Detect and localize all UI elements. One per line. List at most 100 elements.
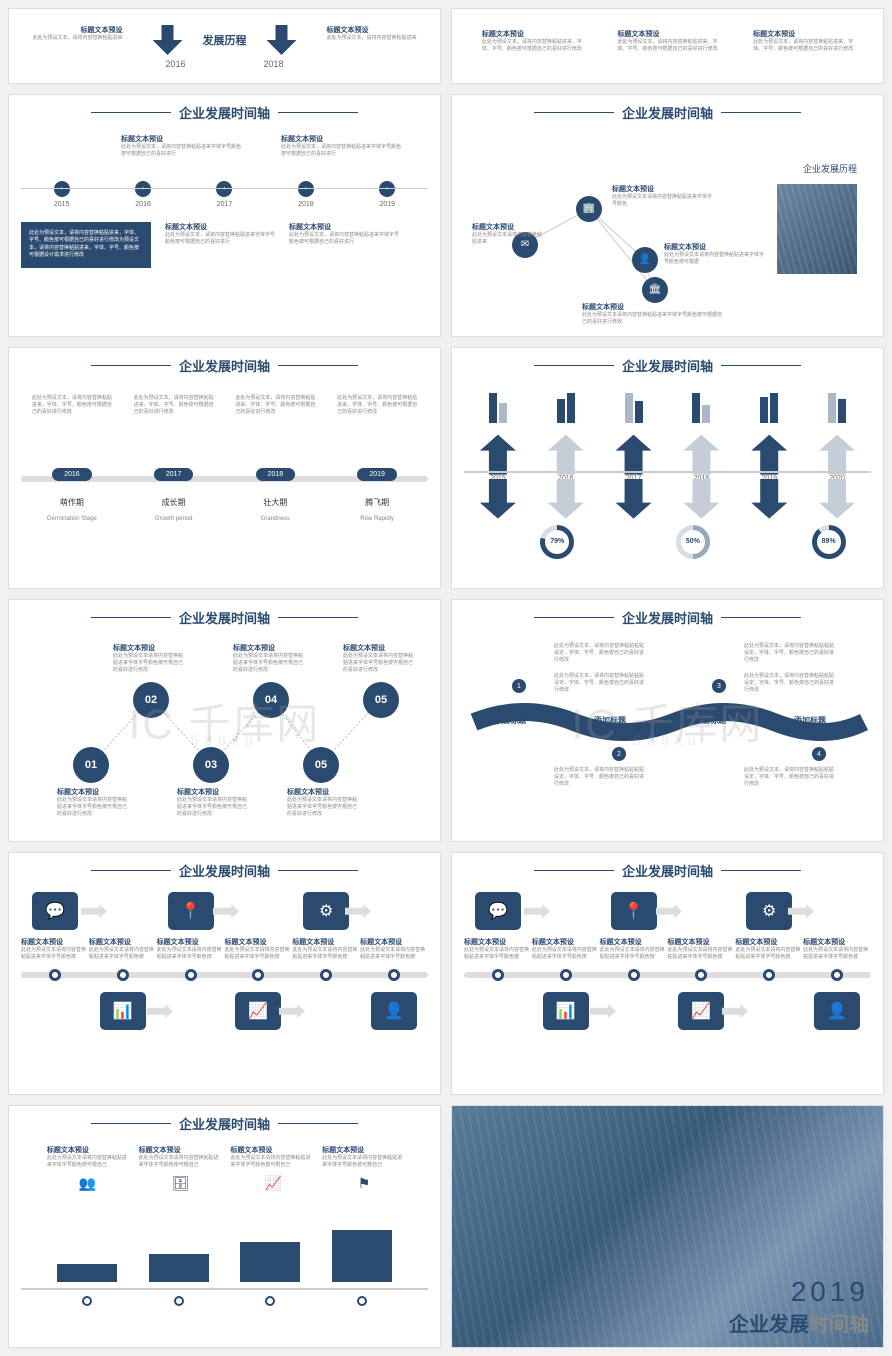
- chart-icon: 📈: [265, 1175, 282, 1192]
- d: 此处为预设文本请将内容替换粘贴进来字体字号颜色按可根自己的喜好进行修改: [233, 653, 303, 674]
- cn: 腾飞期: [365, 497, 389, 508]
- slide-7: 企业发展时间轴 01 02 03 04 05 05 标题文本预设此处为预设文本请…: [8, 599, 441, 842]
- timeline-dot: [492, 969, 504, 981]
- timeline-dot: [831, 969, 843, 981]
- step-icon: 📊: [543, 992, 589, 1030]
- s5-d: 此处为预设文本，请将内容替换粘贴进来，字体、字号、颜色按可根据自己的喜好进行修改: [235, 395, 315, 416]
- timeline-dot: [320, 969, 332, 981]
- d: 此处为预设文本，请将内容替换粘贴粘贴设定，字体、字号、颜色按自己的喜好进行修改: [744, 643, 834, 664]
- s1-center: 发展历程: [203, 32, 247, 48]
- s2-l1: 标题文本预设: [482, 29, 582, 39]
- s4-caption: 企业发展历程: [803, 162, 857, 175]
- s3-t1: 标题文本预设: [121, 134, 241, 144]
- slide-9: 企业发展时间轴 💬 标题文本预设此处为预设文本请将内容替换粘贴进来字体字号颜色按…: [8, 852, 441, 1095]
- d: 此处为预设文本请将内容替换粘贴进来字体字号颜色按可根自己: [230, 1155, 310, 1169]
- arrow-down-icon: [267, 25, 297, 55]
- donut-50: 50%: [676, 525, 710, 559]
- num: 1: [512, 679, 526, 693]
- s4-t2: 标题文本预设: [612, 184, 712, 194]
- s1-y2: 2018: [264, 59, 284, 69]
- step-icon: 💬: [475, 892, 521, 930]
- wl: 添加标题: [494, 715, 526, 726]
- t: 标题文本预设: [230, 1145, 310, 1155]
- d: 此处为预设文本请将内容替换粘贴进来字体字号颜色按可根自己: [322, 1155, 402, 1169]
- s2-d1: 此处为预设文本，请将内容替换粘贴进来，字体、字号、颜色按可根据自己的喜好进行修改: [482, 39, 582, 53]
- t: 标题文本预设: [177, 787, 247, 797]
- s12-t2: 时间轴: [809, 1314, 869, 1336]
- slide-5: 企业发展时间轴 此处为预设文本，请将内容替换粘贴进来，字体、字号、颜色按可根据自…: [8, 347, 441, 590]
- d: 此处为预设文本请将内容替换粘贴进来字体字号颜色按可根自己的喜好进行修改: [287, 797, 357, 818]
- s1-left-label: 标题文本预设: [33, 25, 123, 35]
- d: 此处为预设文本请将内容替换粘贴进来字体字号颜色按可根自己的喜好进行修改: [177, 797, 247, 818]
- s1-right-desc: 此处为预设文本，请将内容替换粘贴进来: [327, 35, 417, 42]
- s3-t2: 标题文本预设: [281, 134, 401, 144]
- step-icon: 📊: [100, 992, 146, 1030]
- num: 3: [712, 679, 726, 693]
- building-image: [777, 184, 857, 274]
- s2-d2: 此处为预设文本，请将内容替换粘贴进来，字体、字号、颜色按可根据自己的喜好进行修改: [617, 39, 717, 53]
- timeline-dot: [763, 969, 775, 981]
- s3-t4: 标题文本预设: [289, 222, 399, 232]
- y: 2015: [54, 201, 70, 208]
- s3-d3: 此处为预设文本，请将内容替换粘贴进来字体字号颜色按可根据自己的喜好进行: [165, 232, 275, 246]
- t: 标题文本预设: [322, 1145, 402, 1155]
- watermark-sub: 588ku: [190, 732, 258, 748]
- t: 标题文本预设: [233, 643, 303, 653]
- step-icon: 📍: [168, 892, 214, 930]
- s3-t3: 标题文本预设: [165, 222, 275, 232]
- cn: 萌作期: [60, 497, 84, 508]
- cn: 壮大期: [263, 497, 287, 508]
- s12-t1: 企业发展: [729, 1314, 809, 1336]
- slide-12: 2019 企业发展时间轴: [451, 1105, 884, 1348]
- pill: 2017: [154, 468, 194, 481]
- timeline-dot: [695, 969, 707, 981]
- slide-title: 企业发展时间轴: [464, 356, 871, 375]
- y: 2016: [135, 201, 151, 208]
- step-icon: ⚙: [746, 892, 792, 930]
- step-icon: 👤: [814, 992, 860, 1030]
- slide-title: 企业发展时间轴: [21, 356, 428, 375]
- s4-d2: 此处为预设文本请将内容替换粘贴进来字体字号颜色: [612, 194, 712, 208]
- timeline-dot: [388, 969, 400, 981]
- chevron-icon: ›: [379, 181, 395, 197]
- s3-d2: 此处为预设文本，请将内容替换粘贴进来字体字号颜色按可根据自己的喜好进行: [281, 144, 401, 158]
- node-icon: 🏛: [642, 277, 668, 303]
- timeline-dot: [185, 969, 197, 981]
- d: 此处为预设文本请将内容替换粘贴进来字体字号颜色按可根自己的喜好进行修改: [113, 653, 183, 674]
- slide-title: 企业发展时间轴: [464, 608, 871, 627]
- t: 标题文本预设: [47, 1145, 127, 1155]
- watermark-sub: 588ku: [633, 732, 701, 748]
- s1-y1: 2016: [165, 59, 185, 69]
- database-icon: 🗄: [172, 1175, 190, 1192]
- slide-title: 企业发展时间轴: [464, 103, 871, 122]
- slide-10: 企业发展时间轴 💬 标题文本预设此处为预设文本请将内容替换粘贴进来字体字号颜色按…: [451, 852, 884, 1095]
- s5-d: 此处为预设文本，请将内容替换粘贴进来，字体、字号、颜色按可根据自己的喜好进行修改: [134, 395, 214, 416]
- bar: [57, 1264, 117, 1282]
- s5-d: 此处为预设文本，请将内容替换粘贴进来，字体、字号、颜色按可根据自己的喜好进行修改: [32, 395, 112, 416]
- chevron-icon: ›: [54, 181, 70, 197]
- en: Germination Stage: [47, 516, 97, 522]
- en: Growth period: [155, 516, 193, 522]
- en: Grandness: [261, 516, 290, 522]
- wl: 添加标题: [594, 715, 626, 726]
- people-icon: 👥: [79, 1175, 96, 1192]
- timeline-dot: [252, 969, 264, 981]
- s4-t4: 标题文本预设: [582, 302, 722, 312]
- s2-d3: 此处为预设文本，请将内容替换粘贴进来，字体、字号、颜色按可根据自己的喜好进行修改: [753, 39, 853, 53]
- slide-title: 企业发展时间轴: [21, 1114, 428, 1133]
- s5-d: 此处为预设文本，请将内容替换粘贴进来，字体、字号、颜色按可根据自己的喜好进行修改: [337, 395, 417, 416]
- y: 2018: [298, 201, 314, 208]
- cn: 成长期: [162, 497, 186, 508]
- donut-89: 89%: [812, 525, 846, 559]
- chevron-icon: ›: [135, 181, 151, 197]
- slide-3: 企业发展时间轴 标题文本预设此处为预设文本，请将内容替换粘贴进来字体字号颜色按可…: [8, 94, 441, 337]
- s4-t1: 标题文本预设: [472, 222, 542, 232]
- slide-title: 企业发展时间轴: [21, 861, 428, 880]
- num: 2: [612, 747, 626, 761]
- t: 标题文本预设: [113, 643, 183, 653]
- slide-6: 企业发展时间轴 201520162017201820192020 79% 50%…: [451, 347, 884, 590]
- slide-title: 企业发展时间轴: [21, 103, 428, 122]
- step-icon: 📈: [235, 992, 281, 1030]
- timeline-dot: [49, 969, 61, 981]
- bar: [332, 1230, 392, 1282]
